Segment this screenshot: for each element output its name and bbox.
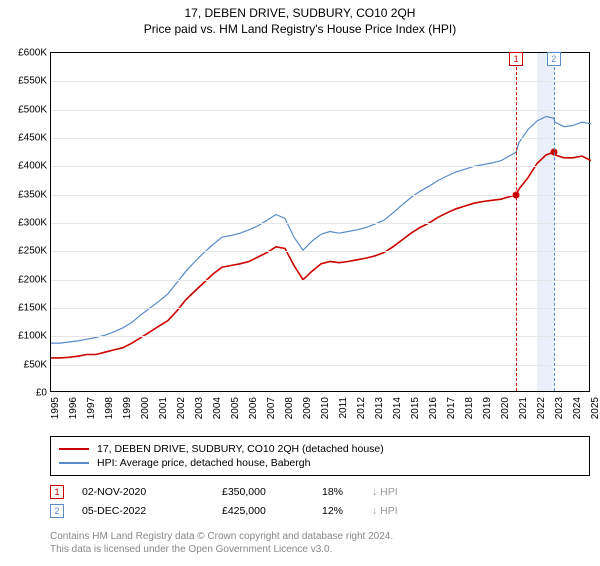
x-tick-label: 1995 <box>50 397 52 419</box>
event-date: 05-DEC-2022 <box>82 505 222 517</box>
x-tick-label: 2006 <box>248 397 250 419</box>
event-date: 02-NOV-2020 <box>82 486 222 498</box>
legend-swatch <box>59 462 89 464</box>
event-price: £350,000 <box>222 486 322 498</box>
legend-row: HPI: Average price, detached house, Babe… <box>59 457 581 469</box>
event-row: 2 05-DEC-2022£425,00012%↓ HPI <box>50 504 590 518</box>
y-tick-label: £0 <box>3 388 47 399</box>
gridline <box>51 365 589 366</box>
gridline <box>51 195 589 196</box>
gridline <box>51 110 589 111</box>
y-tick-label: £600K <box>3 48 47 59</box>
footer: Contains HM Land Registry data © Crown c… <box>50 530 590 556</box>
legend-label: HPI: Average price, detached house, Babe… <box>97 457 310 469</box>
x-tick-label: 2025 <box>590 397 592 419</box>
x-tick-label: 2019 <box>482 397 484 419</box>
event-row: 1 02-NOV-2020£350,00018%↓ HPI <box>50 485 590 499</box>
marker-box-2: 2 <box>547 52 561 66</box>
event-arrow: ↓ HPI <box>372 505 412 517</box>
x-tick-label: 2009 <box>302 397 304 419</box>
x-tick-label: 2001 <box>158 397 160 419</box>
gridline <box>51 280 589 281</box>
x-tick-label: 2021 <box>518 397 520 419</box>
series-hpi <box>51 117 591 344</box>
legend: 17, DEBEN DRIVE, SUDBURY, CO10 2QH (deta… <box>50 436 590 476</box>
x-tick-label: 2011 <box>338 397 340 419</box>
event-marker: 1 <box>50 485 64 499</box>
marker-line-2 <box>554 67 555 391</box>
x-tick-label: 1999 <box>122 397 124 419</box>
x-tick-label: 1998 <box>104 397 106 419</box>
x-tick-label: 2013 <box>374 397 376 419</box>
gridline <box>51 251 589 252</box>
event-price: £425,000 <box>222 505 322 517</box>
x-tick-label: 2000 <box>140 397 142 419</box>
y-tick-label: £200K <box>3 274 47 285</box>
chart-title: 17, DEBEN DRIVE, SUDBURY, CO10 2QH <box>0 6 600 20</box>
y-tick-label: £100K <box>3 331 47 342</box>
x-tick-label: 2015 <box>410 397 412 419</box>
gridline <box>51 166 589 167</box>
y-tick-label: £550K <box>3 76 47 87</box>
chart-area: £0£50K£100K£150K£200K£250K£300K£350K£400… <box>50 52 590 392</box>
y-tick-label: £50K <box>3 359 47 370</box>
y-tick-label: £300K <box>3 218 47 229</box>
y-tick-label: £450K <box>3 133 47 144</box>
y-tick-label: £150K <box>3 303 47 314</box>
gridline <box>51 308 589 309</box>
marker-box-1: 1 <box>509 52 523 66</box>
x-tick-label: 2024 <box>572 397 574 419</box>
y-tick-label: £250K <box>3 246 47 257</box>
x-tick-label: 2014 <box>392 397 394 419</box>
y-tick-label: £350K <box>3 189 47 200</box>
event-arrow: ↓ HPI <box>372 486 412 498</box>
series-price_paid <box>51 152 591 358</box>
legend-label: 17, DEBEN DRIVE, SUDBURY, CO10 2QH (deta… <box>97 443 384 455</box>
x-tick-label: 2002 <box>176 397 178 419</box>
x-tick-label: 2007 <box>266 397 268 419</box>
chart-subtitle: Price paid vs. HM Land Registry's House … <box>0 22 600 36</box>
x-tick-label: 2003 <box>194 397 196 419</box>
x-tick-label: 2004 <box>212 397 214 419</box>
x-tick-label: 2008 <box>284 397 286 419</box>
x-tick-label: 2022 <box>536 397 538 419</box>
events-table: 1 02-NOV-2020£350,00018%↓ HPI 2 05-DEC-2022… <box>50 480 590 523</box>
legend-row: 17, DEBEN DRIVE, SUDBURY, CO10 2QH (deta… <box>59 443 581 455</box>
x-tick-label: 2005 <box>230 397 232 419</box>
footer-line-1: Contains HM Land Registry data © Crown c… <box>50 530 590 543</box>
x-tick-label: 2012 <box>356 397 358 419</box>
gridline <box>51 81 589 82</box>
gridline <box>51 138 589 139</box>
y-tick-label: £400K <box>3 161 47 172</box>
marker-line-1 <box>516 67 517 391</box>
y-tick-label: £500K <box>3 104 47 115</box>
chart-container: 17, DEBEN DRIVE, SUDBURY, CO10 2QH Price… <box>0 6 600 566</box>
x-tick-label: 2018 <box>464 397 466 419</box>
x-tick-label: 2010 <box>320 397 322 419</box>
gridline <box>51 336 589 337</box>
event-marker: 2 <box>50 504 64 518</box>
footer-line-2: This data is licensed under the Open Gov… <box>50 543 590 556</box>
event-pct: 12% <box>322 505 372 517</box>
x-tick-label: 2016 <box>428 397 430 419</box>
legend-swatch <box>59 448 89 450</box>
event-pct: 18% <box>322 486 372 498</box>
x-tick-label: 1996 <box>68 397 70 419</box>
x-tick-label: 1997 <box>86 397 88 419</box>
gridline <box>51 223 589 224</box>
x-tick-label: 2017 <box>446 397 448 419</box>
x-tick-label: 2023 <box>554 397 556 419</box>
plot-area: £0£50K£100K£150K£200K£250K£300K£350K£400… <box>50 52 590 392</box>
x-tick-label: 2020 <box>500 397 502 419</box>
